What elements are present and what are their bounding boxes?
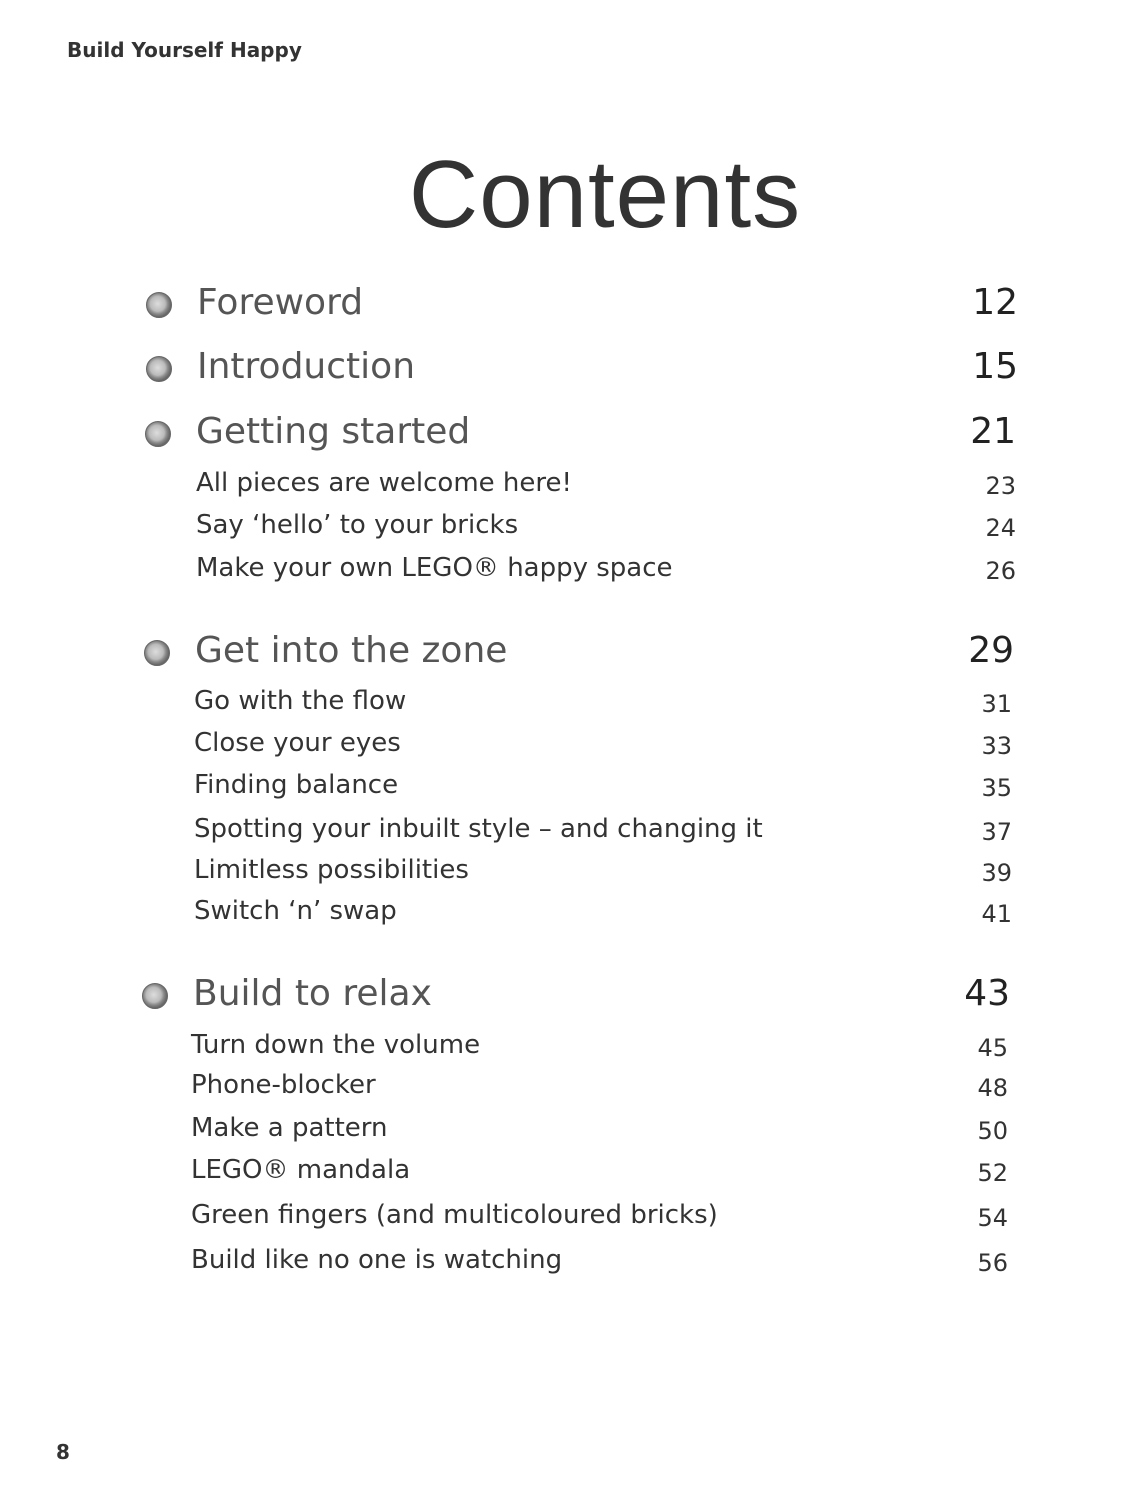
toc-entry[interactable]: Finding balance 35	[0, 770, 1146, 806]
entry-title: Make a pattern	[191, 1113, 388, 1143]
toc-entry[interactable]: Make a pattern 50	[0, 1113, 1146, 1149]
section-page: 15	[972, 346, 1018, 387]
section-page: 21	[970, 411, 1016, 452]
toc-entry[interactable]: Go with the flow 31	[0, 686, 1146, 722]
entry-page: 54	[977, 1204, 1008, 1232]
entry-page: 33	[981, 732, 1012, 760]
entry-title: LEGO® mandala	[191, 1155, 411, 1185]
entry-title: Finding balance	[194, 770, 399, 800]
entry-page: 45	[977, 1034, 1008, 1062]
lego-stud-icon	[146, 356, 172, 382]
entry-title: Green fingers (and multicoloured bricks)	[191, 1200, 718, 1230]
section-title: Get into the zone	[195, 630, 508, 671]
entry-page: 24	[985, 514, 1016, 542]
entry-page: 23	[985, 472, 1016, 500]
entry-title: Phone-blocker	[191, 1070, 376, 1100]
lego-stud-icon	[146, 292, 172, 318]
entry-title: Spotting your inbuilt style – and changi…	[194, 814, 763, 844]
toc-entry[interactable]: Green fingers (and multicoloured bricks)…	[0, 1200, 1146, 1236]
entry-title: All pieces are welcome here!	[196, 468, 572, 498]
entry-title: Turn down the volume	[191, 1030, 481, 1060]
entry-page: 56	[977, 1249, 1008, 1277]
entry-page: 48	[977, 1074, 1008, 1102]
entry-title: Close your eyes	[194, 728, 401, 758]
toc-entry[interactable]: Phone-blocker 48	[0, 1070, 1146, 1106]
page-title: Contents	[408, 141, 802, 248]
running-header: Build Yourself Happy	[67, 38, 302, 62]
toc-entry[interactable]: All pieces are welcome here! 23	[0, 468, 1146, 504]
toc-entry[interactable]: Limitless possibilities 39	[0, 855, 1146, 891]
entry-page: 41	[981, 900, 1012, 928]
lego-stud-icon	[144, 640, 170, 666]
toc-entry[interactable]: Close your eyes 33	[0, 728, 1146, 764]
toc-entry[interactable]: Build like no one is watching 56	[0, 1245, 1146, 1281]
toc-section[interactable]: Build to relax 43	[0, 973, 1146, 1023]
toc-section[interactable]: Introduction 15	[0, 346, 1146, 396]
toc-entry[interactable]: Make your own LEGO® happy space 26	[0, 553, 1146, 589]
page-number: 8	[56, 1440, 70, 1464]
section-page: 43	[964, 973, 1010, 1014]
section-page: 29	[968, 630, 1014, 671]
entry-title: Limitless possibilities	[194, 855, 469, 885]
entry-page: 26	[985, 557, 1016, 585]
section-page: 12	[972, 282, 1018, 323]
entry-page: 37	[981, 818, 1012, 846]
entry-page: 52	[977, 1159, 1008, 1187]
entry-title: Go with the flow	[194, 686, 407, 716]
toc-entry[interactable]: LEGO® mandala 52	[0, 1155, 1146, 1191]
entry-page: 35	[981, 774, 1012, 802]
toc-entry[interactable]: Turn down the volume 45	[0, 1030, 1146, 1066]
toc-section[interactable]: Get into the zone 29	[0, 630, 1146, 680]
section-title: Getting started	[196, 411, 471, 452]
toc-section[interactable]: Getting started 21	[0, 411, 1146, 461]
entry-title: Say ‘hello’ to your bricks	[196, 510, 519, 540]
toc-entry[interactable]: Spotting your inbuilt style – and changi…	[0, 814, 1146, 850]
section-title: Introduction	[197, 346, 416, 387]
entry-title: Build like no one is watching	[191, 1245, 563, 1275]
toc-section[interactable]: Foreword 12	[0, 282, 1146, 332]
section-title: Foreword	[197, 282, 364, 323]
entry-page: 31	[981, 690, 1012, 718]
section-title: Build to relax	[193, 973, 432, 1014]
toc-entry[interactable]: Say ‘hello’ to your bricks 24	[0, 510, 1146, 546]
lego-stud-icon	[145, 421, 171, 447]
entry-title: Make your own LEGO® happy space	[196, 553, 673, 583]
entry-page: 39	[981, 859, 1012, 887]
toc-entry[interactable]: Switch ‘n’ swap 41	[0, 896, 1146, 932]
entry-page: 50	[977, 1117, 1008, 1145]
lego-stud-icon	[142, 983, 168, 1009]
entry-title: Switch ‘n’ swap	[194, 896, 397, 926]
